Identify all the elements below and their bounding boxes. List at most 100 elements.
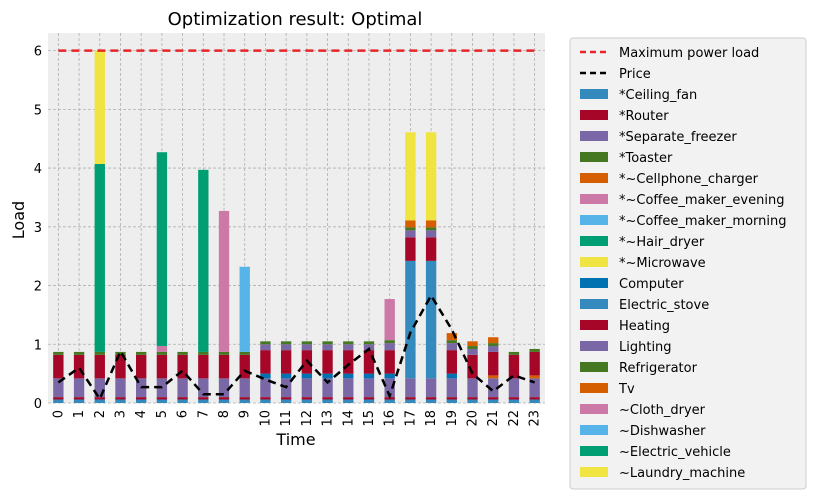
bar-segment	[529, 351, 540, 376]
bar-segment	[156, 399, 168, 403]
bar-segment	[73, 354, 85, 379]
bar-segment	[301, 399, 313, 403]
bar-segment	[280, 399, 292, 403]
bar-segment	[260, 344, 271, 351]
bar-segment	[177, 351, 188, 355]
bar-segment	[425, 230, 437, 238]
bar-segment	[260, 373, 271, 379]
bar-segment	[239, 378, 250, 398]
x-tick-label: 1	[72, 410, 87, 418]
legend-label: Electric_stove	[619, 298, 709, 313]
bar-segment	[488, 378, 499, 398]
bar-segment	[384, 373, 395, 379]
bar-segment	[218, 378, 230, 398]
legend-label: *~Coffee_maker_evening	[619, 193, 784, 208]
bar-segment	[53, 397, 64, 400]
bar-segment	[218, 210, 230, 352]
legend-swatch	[580, 467, 608, 477]
bar-segment	[343, 378, 354, 398]
bar-segment	[488, 343, 499, 347]
bar-segment	[446, 378, 457, 398]
bar-segment	[301, 344, 313, 351]
bar-segment	[363, 350, 375, 374]
bar-segment	[446, 343, 457, 351]
bar-segment	[508, 399, 520, 403]
legend-label: *~Cellphone_charger	[619, 172, 759, 187]
x-tick-label: 23	[528, 410, 543, 427]
bar-segment	[384, 378, 395, 398]
x-tick-label: 8	[217, 410, 232, 418]
bar-segment	[280, 397, 292, 400]
y-axis-label: Load	[9, 201, 28, 239]
bar-segment	[343, 350, 354, 374]
bar-segment	[529, 399, 540, 403]
bar-segment	[260, 378, 271, 398]
bar-segment	[488, 399, 499, 403]
bar-segment	[239, 354, 250, 379]
legend-swatch	[580, 89, 608, 99]
bar-segment	[425, 399, 437, 403]
bar-segment	[529, 348, 540, 352]
chart-title: Optimization result: Optimal	[168, 9, 423, 30]
x-tick-label: 18	[424, 410, 439, 427]
bar-segment	[529, 378, 540, 398]
bar-segment	[280, 350, 292, 374]
y-tick-label: 4	[34, 162, 42, 177]
bar-segment	[239, 266, 250, 352]
bar-segment	[73, 399, 85, 403]
bar-segment	[156, 346, 168, 352]
bar-segment	[94, 351, 105, 355]
bar-segment	[218, 351, 230, 355]
legend-swatch	[580, 173, 608, 183]
bar-segment	[239, 399, 250, 403]
legend-label: Refrigerator	[619, 361, 698, 376]
bar-segment	[115, 397, 126, 400]
x-tick-label: 7	[196, 410, 211, 418]
bar-segment	[115, 378, 126, 398]
bar-segment	[508, 351, 520, 355]
bar-segment	[198, 378, 209, 398]
bar-segment	[488, 375, 499, 379]
legend: Maximum power load Price *Ceiling_fan *Rout…	[569, 37, 807, 490]
bar-segment	[363, 397, 375, 400]
bar-segment	[343, 341, 354, 345]
bar-segment	[53, 351, 64, 355]
bar-segment	[260, 341, 271, 345]
bar-segment	[260, 399, 271, 403]
bar-segment	[301, 378, 313, 398]
bar-segment	[425, 237, 437, 261]
bar-segment	[322, 350, 333, 374]
x-tick-label: 4	[134, 410, 149, 418]
bar-segment	[198, 399, 209, 403]
y-tick-label: 3	[34, 221, 42, 236]
y-tick-label: 1	[34, 338, 42, 353]
bar-segment	[343, 397, 354, 400]
x-tick-label: 14	[341, 410, 356, 427]
bar-segment	[405, 230, 416, 238]
bar-segment	[529, 375, 540, 379]
legend-label: *Ceiling_fan	[619, 88, 697, 103]
bar-segment	[136, 399, 147, 403]
bar-segment	[405, 399, 416, 403]
bar-segment	[94, 354, 105, 379]
legend-label: *Router	[619, 109, 669, 124]
x-tick-label: 13	[321, 410, 336, 427]
bar-segment	[94, 50, 105, 164]
legend-swatch	[580, 236, 608, 246]
legend-box	[569, 37, 807, 490]
bar-segment	[425, 378, 437, 398]
x-tick-label: 2	[93, 410, 108, 418]
bar-segment	[508, 354, 520, 379]
bar-segment	[218, 397, 230, 400]
bar-segment	[115, 351, 126, 355]
bar-segment	[177, 399, 188, 403]
bar-segment	[446, 350, 457, 374]
bar-segment	[363, 344, 375, 351]
x-tick-label: 19	[445, 410, 460, 427]
legend-label: ~Electric_vehicle	[619, 445, 731, 460]
bar-segment	[156, 152, 168, 347]
bar-segment	[488, 397, 499, 400]
bar-segment	[384, 299, 395, 341]
bar-segment	[94, 163, 105, 352]
bar-segment	[136, 351, 147, 355]
